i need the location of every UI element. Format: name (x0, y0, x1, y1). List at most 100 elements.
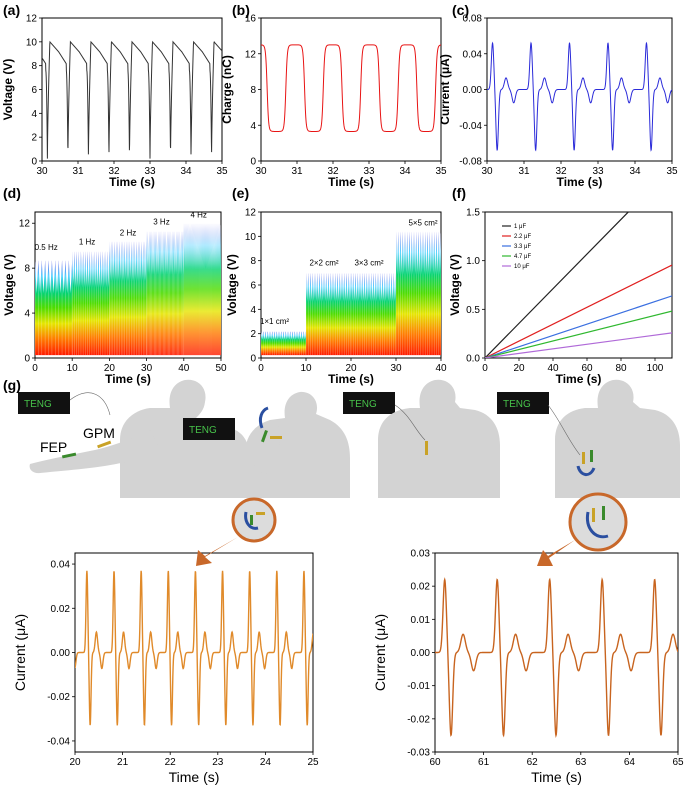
y-tick-label: 1.0 (466, 256, 480, 267)
x-tick-label: 20 (345, 363, 357, 374)
x-tick-label: 35 (216, 166, 228, 177)
y-tick-label: 8 (250, 256, 256, 267)
x-tick-label: 32 (327, 166, 339, 177)
teng-display-label-4: TENG (503, 399, 531, 410)
arrow-1 (177, 440, 232, 470)
x-tick-label: 20 (104, 363, 116, 374)
y-tick-label: 0.01 (411, 615, 431, 626)
y-tick-label: 12 (245, 49, 257, 60)
x-tick-label: 32 (108, 166, 120, 177)
series-line (485, 332, 672, 358)
y-tick-label: 12 (19, 219, 31, 230)
x-tick-label: 30 (481, 166, 493, 177)
chart-a: 30 31 32 33 34 35 0 2 4 6 8 10 12 Time (s) Voltage (V) (1, 14, 228, 190)
legend-label: 2.2 μF (514, 234, 531, 240)
zoom-gpm-left (256, 512, 265, 515)
y-axis-title: Voltage (V) (2, 254, 16, 316)
y-tick-label: 8 (250, 85, 256, 96)
gpm-strip-4 (582, 452, 585, 464)
x-tick-label: 22 (165, 757, 177, 768)
y-tick-label: 2 (250, 329, 256, 340)
callout-right (537, 492, 628, 566)
x-tick-label: 23 (212, 757, 224, 768)
x-tick-label: 30 (255, 166, 267, 177)
gpm-label: GPM (83, 425, 115, 441)
x-tick-label: 30 (36, 166, 48, 177)
x-tick-label: 62 (527, 757, 539, 768)
scene-arm-bent: TENG (183, 391, 350, 498)
zoom-gpm-right (592, 508, 595, 522)
x-tick-label: 50 (215, 363, 227, 374)
zoom-fep-left (250, 515, 253, 525)
fep-strip (61, 452, 77, 459)
wire-4 (547, 404, 581, 456)
series-line (485, 295, 672, 358)
zoom-hand-left (244, 511, 259, 530)
teng-display-3 (343, 392, 395, 414)
x-tick-label: 0 (32, 363, 38, 374)
x-tick-label: 31 (518, 166, 530, 177)
segment-block (109, 241, 148, 356)
teng-display-label-3: TENG (349, 399, 377, 410)
y-tick-label: 8 (31, 61, 37, 72)
x-tick-label: 31 (72, 166, 84, 177)
y-tick-label: 0.03 (411, 549, 431, 560)
segment-block (351, 272, 398, 356)
segment-label: 2×2 cm² (309, 259, 338, 268)
plot-frame (260, 17, 442, 162)
y-tick-label: 0 (24, 354, 30, 365)
y-axis-title: Current (μA) (438, 54, 452, 125)
scene-back: TENG (343, 379, 500, 498)
arrow-2 (440, 440, 495, 470)
y-tick-label: 0 (250, 354, 256, 365)
segment-block (72, 251, 111, 356)
y-tick-label: 0.04 (51, 560, 71, 571)
chart-d: 0 10 20 30 40 50 0 4 8 12 Time (s) Voltage (V) 0.5 H… (2, 211, 227, 386)
gpm-strip-3 (425, 441, 428, 455)
segment-label: 4 Hz (190, 211, 206, 220)
y-tick-label: 4 (24, 309, 30, 320)
x-tick-label: 60 (429, 757, 441, 768)
zoom-fep-right (602, 506, 605, 520)
y-tick-label: 0.02 (411, 582, 431, 593)
y-tick-label: 10 (245, 232, 257, 243)
segment-label: 5×5 cm² (408, 218, 437, 227)
y-tick-label: 0 (250, 157, 256, 168)
legend-label: 10 μF (514, 264, 530, 270)
panel-label-f: (f) (452, 185, 466, 201)
y-tick-label: -0.01 (407, 681, 430, 692)
series-line (75, 570, 313, 726)
chart-b: 30 31 32 33 34 35 0 4 8 12 16 Time (s) Charge (nC) (220, 14, 447, 190)
x-tick-label: 34 (629, 166, 641, 177)
chart-c: 30 31 32 33 34 35 -0.08 -0.04 0.00 0.04 0.08 Time (… (438, 14, 678, 190)
series-line (485, 264, 672, 358)
x-tick-label: 24 (260, 757, 272, 768)
plot-frame (484, 211, 673, 359)
y-tick-label: 0.00 (463, 85, 483, 96)
gpm-strip-2 (270, 436, 282, 439)
x-tick-label: 80 (615, 363, 627, 374)
segment-block (396, 231, 441, 356)
zoom-hand-right (585, 511, 609, 539)
y-tick-label: 16 (245, 14, 257, 25)
segment-label: 1 Hz (79, 238, 95, 247)
panel-label-g: (g) (3, 377, 21, 393)
y-tick-label: -0.03 (407, 748, 430, 759)
segment-block (146, 231, 185, 356)
x-tick-label: 40 (547, 363, 559, 374)
panel-label-a: (a) (3, 2, 20, 18)
x-tick-label: 30 (141, 363, 153, 374)
segment-block (183, 223, 221, 356)
x-tick-label: 30 (390, 363, 402, 374)
gpm-strip (97, 440, 112, 449)
y-tick-label: 6 (31, 85, 37, 96)
x-tick-label: 10 (67, 363, 79, 374)
x-axis-title: Time (s) (328, 175, 374, 189)
zoom-circle-right (568, 492, 628, 552)
chart-f: 0 20 40 60 80 100 0.0 0.5 1.0 1.5 Time (s) Voltage … (448, 208, 673, 386)
x-tick-label: 25 (307, 757, 319, 768)
x-tick-label: 10 (300, 363, 312, 374)
y-tick-label: 0.00 (51, 648, 71, 659)
x-tick-label: 40 (178, 363, 190, 374)
y-tick-label: 12 (245, 208, 257, 219)
